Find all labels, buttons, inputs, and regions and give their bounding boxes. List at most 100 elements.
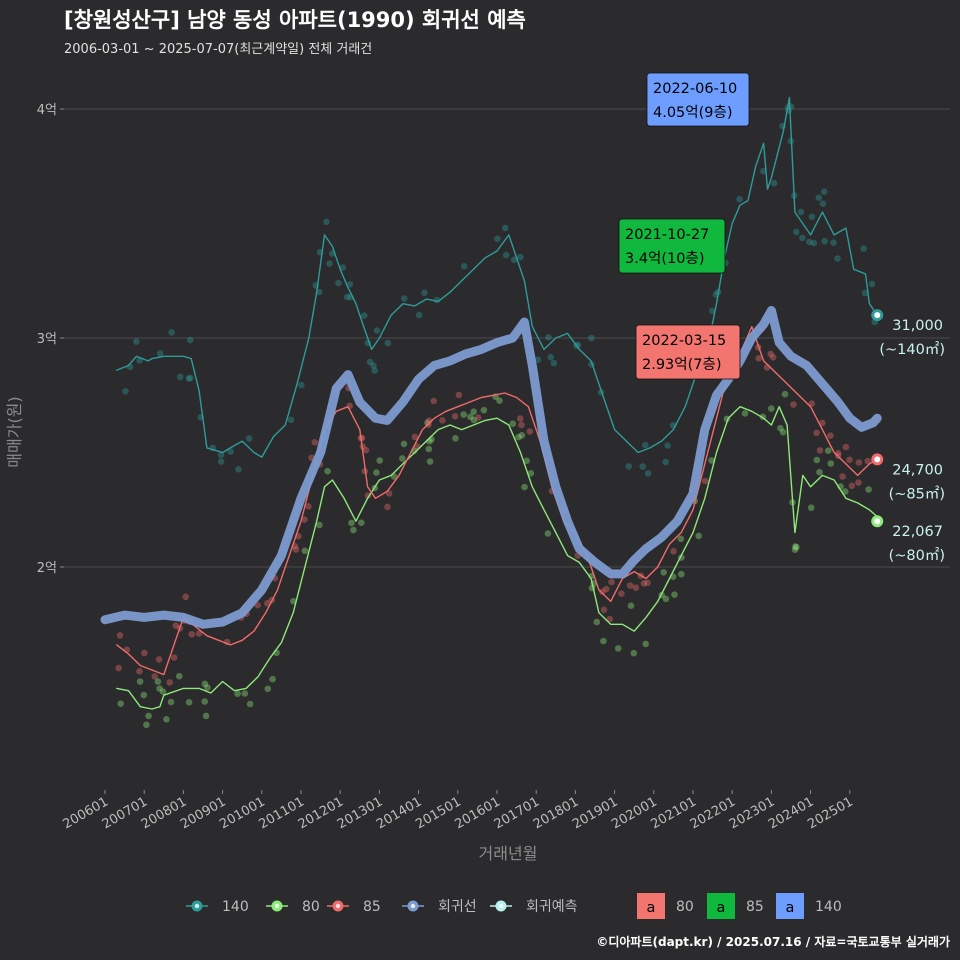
legend-swatch-dot-1 bbox=[274, 903, 280, 909]
legend: 140 80 85 회귀선 회귀예측 a 80 a 85 a 140 bbox=[186, 893, 842, 919]
scatter-point-80-89 bbox=[813, 456, 821, 464]
legend-annotation-glyph-1: a bbox=[717, 900, 726, 916]
legend-annotation-label-1: 85 bbox=[746, 899, 764, 915]
scatter-point-85-93 bbox=[813, 429, 820, 437]
legend-annotation-swatch-2 bbox=[776, 893, 804, 919]
scatter-point-140-34 bbox=[227, 448, 234, 455]
scatter-point-80-52 bbox=[708, 457, 715, 464]
scatter-point-140-68 bbox=[343, 293, 351, 301]
annotation-price-1: 3.4억(10층) bbox=[625, 250, 705, 267]
scatter-point-140-89 bbox=[133, 338, 140, 345]
scatter-point-140-18 bbox=[815, 194, 823, 201]
scatter-point-140-79 bbox=[168, 329, 175, 336]
scatter-point-85-5 bbox=[141, 649, 148, 657]
scatter-point-80-14 bbox=[480, 406, 488, 414]
scatter-point-85-60 bbox=[155, 656, 163, 663]
scatter-point-80-26 bbox=[630, 649, 638, 657]
scatter-point-85-7 bbox=[264, 600, 271, 607]
scatter-point-140-71 bbox=[588, 334, 595, 342]
scatter-point-80-37 bbox=[600, 637, 607, 645]
scatter-point-80-78 bbox=[348, 519, 355, 527]
scatter-point-85-4 bbox=[292, 546, 300, 553]
scatter-point-85-39 bbox=[195, 630, 203, 637]
legend-swatch-dot-0 bbox=[194, 903, 200, 909]
legend-annotation-label-2: 140 bbox=[815, 899, 842, 915]
scatter-point-85-25 bbox=[855, 479, 862, 486]
end-value-80: 22,067 bbox=[892, 524, 943, 540]
scatter-point-80-74 bbox=[467, 413, 474, 421]
y-axis: 2억 3억 4억 bbox=[37, 103, 64, 576]
legend-annotation-glyph-0: a bbox=[647, 900, 656, 916]
scatter-point-85-62 bbox=[439, 417, 446, 424]
scatter-point-80-13 bbox=[792, 543, 799, 550]
scatter-point-140-2 bbox=[122, 388, 129, 395]
scatter-point-80-46 bbox=[163, 716, 170, 723]
scatter-point-85-21 bbox=[618, 590, 625, 597]
scatter-point-140-59 bbox=[185, 375, 192, 382]
scatter-point-85-75 bbox=[827, 432, 834, 439]
scatter-point-85-28 bbox=[644, 579, 651, 587]
annotation-date-0: 2022-06-10 bbox=[653, 81, 737, 97]
legend-swatch-dot-3 bbox=[410, 903, 416, 909]
scatter-point-80-90 bbox=[662, 595, 670, 603]
legend-annotation-swatch-1 bbox=[707, 893, 735, 919]
scatter-point-140-64 bbox=[235, 466, 242, 473]
scatter-point-85-44 bbox=[166, 679, 173, 686]
scatter-point-80-6 bbox=[350, 526, 357, 534]
scatter-point-85-29 bbox=[767, 350, 774, 358]
scatter-point-140-49 bbox=[662, 458, 669, 466]
y-axis-label: 매매가(원) bbox=[5, 396, 24, 467]
scatter-point-140-53 bbox=[644, 470, 652, 477]
scatter-point-140-33 bbox=[534, 356, 542, 364]
scatter-point-80-10 bbox=[544, 530, 552, 537]
scatter-point-85-74 bbox=[116, 632, 124, 639]
scatter-point-80-15 bbox=[154, 678, 162, 685]
scatter-point-85-6 bbox=[626, 582, 634, 589]
scatter-point-140-69 bbox=[736, 195, 743, 203]
scatter-point-140-29 bbox=[245, 435, 253, 442]
scatter-point-85-92 bbox=[755, 355, 762, 362]
scatter-point-140-77 bbox=[217, 458, 225, 465]
annotation-price-0: 4.05억(9층) bbox=[653, 104, 733, 121]
scatter-point-80-77 bbox=[781, 390, 789, 398]
scatter-point-140-10 bbox=[770, 179, 778, 187]
scatter-point-80-93 bbox=[201, 698, 208, 705]
scatter-point-80-1 bbox=[768, 405, 775, 412]
scatter-point-80-4 bbox=[518, 432, 526, 439]
legend-label-0: 140 bbox=[222, 899, 249, 915]
scatter-point-80-79 bbox=[614, 645, 622, 652]
scatter-point-140-81 bbox=[176, 373, 184, 381]
scatter-point-80-44 bbox=[316, 521, 323, 529]
scatter-point-140-47 bbox=[339, 264, 347, 271]
scatter-point-80-11 bbox=[324, 467, 331, 475]
scatter-point-85-12 bbox=[701, 477, 709, 485]
scatter-point-140-56 bbox=[370, 362, 377, 369]
credit-text: ©디아파트(dapt.kr) / 2025.07.16 / 자료=국토교통부 실… bbox=[596, 934, 950, 949]
scatter-point-80-72 bbox=[827, 460, 835, 467]
scatter-point-80-61 bbox=[140, 691, 148, 699]
scatter-point-85-26 bbox=[518, 421, 525, 429]
series-line-trend bbox=[100, 306, 882, 629]
y-tick-label-0: 2억 bbox=[37, 561, 57, 576]
scatter-point-140-20 bbox=[642, 441, 649, 449]
series-line-140 bbox=[116, 96, 878, 458]
legend-annotation-glyph-2: a bbox=[786, 900, 795, 916]
scatter-point-80-16 bbox=[660, 569, 667, 576]
scatter-point-85-56 bbox=[606, 615, 614, 623]
end-area-85: (~85㎡) bbox=[889, 485, 945, 502]
scatter-point-140-76 bbox=[760, 167, 767, 175]
scatter-point-85-72 bbox=[301, 516, 308, 523]
annotation-date-1: 2021-10-27 bbox=[625, 227, 709, 243]
end-point-labels: 31,000 (~140㎡) 24,700 (~85㎡) 22,067 (~80㎡) bbox=[871, 309, 945, 564]
scatter-point-80-86 bbox=[204, 684, 211, 691]
scatter-point-80-7 bbox=[816, 468, 823, 476]
scatter-point-80-92 bbox=[452, 435, 459, 442]
scatter-point-85-46 bbox=[151, 673, 158, 680]
scatter-point-85-14 bbox=[816, 447, 824, 454]
annotation-box-0 bbox=[646, 72, 750, 127]
scatter-point-85-91 bbox=[516, 415, 524, 422]
scatter-point-80-73 bbox=[777, 424, 784, 432]
scatter-point-140-28 bbox=[156, 350, 164, 357]
scatter-point-140-92 bbox=[547, 353, 554, 361]
